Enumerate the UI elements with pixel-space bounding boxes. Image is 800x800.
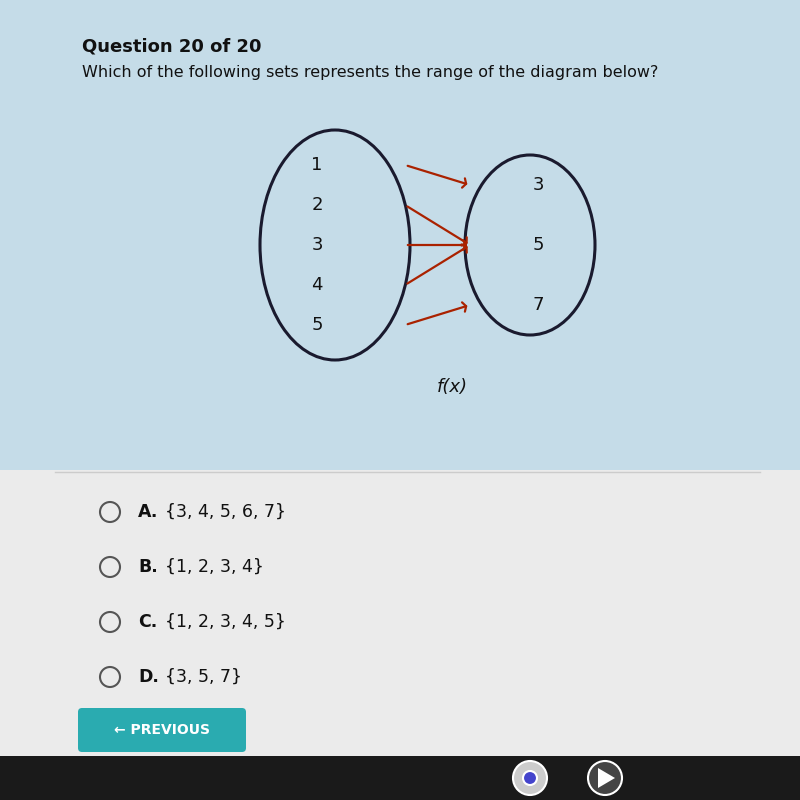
FancyBboxPatch shape	[78, 708, 246, 752]
Text: 7: 7	[532, 296, 544, 314]
Bar	[0, 0, 800, 470]
Polygon shape	[598, 768, 615, 788]
Text: 1: 1	[311, 156, 322, 174]
Text: f(x): f(x)	[437, 378, 468, 396]
Bar	[0, 756, 800, 800]
Text: {3, 4, 5, 6, 7}: {3, 4, 5, 6, 7}	[165, 503, 286, 521]
Bar	[0, 470, 800, 800]
Text: 3: 3	[532, 176, 544, 194]
Text: 5: 5	[311, 316, 322, 334]
Circle shape	[513, 761, 547, 795]
Text: 5: 5	[532, 236, 544, 254]
Text: Which of the following sets represents the range of the diagram below?: Which of the following sets represents t…	[82, 65, 658, 80]
Circle shape	[588, 761, 622, 795]
Text: Question 20 of 20: Question 20 of 20	[82, 38, 262, 56]
Text: B.: B.	[138, 558, 158, 576]
Text: 3: 3	[311, 236, 322, 254]
Text: 4: 4	[311, 276, 322, 294]
Text: A.: A.	[138, 503, 158, 521]
Circle shape	[523, 771, 537, 785]
Text: C.: C.	[138, 613, 158, 631]
Text: {3, 5, 7}: {3, 5, 7}	[165, 668, 242, 686]
Text: D.: D.	[138, 668, 159, 686]
Text: 2: 2	[311, 196, 322, 214]
Text: ← PREVIOUS: ← PREVIOUS	[114, 723, 210, 737]
Text: {1, 2, 3, 4}: {1, 2, 3, 4}	[165, 558, 264, 576]
Text: {1, 2, 3, 4, 5}: {1, 2, 3, 4, 5}	[165, 613, 286, 631]
